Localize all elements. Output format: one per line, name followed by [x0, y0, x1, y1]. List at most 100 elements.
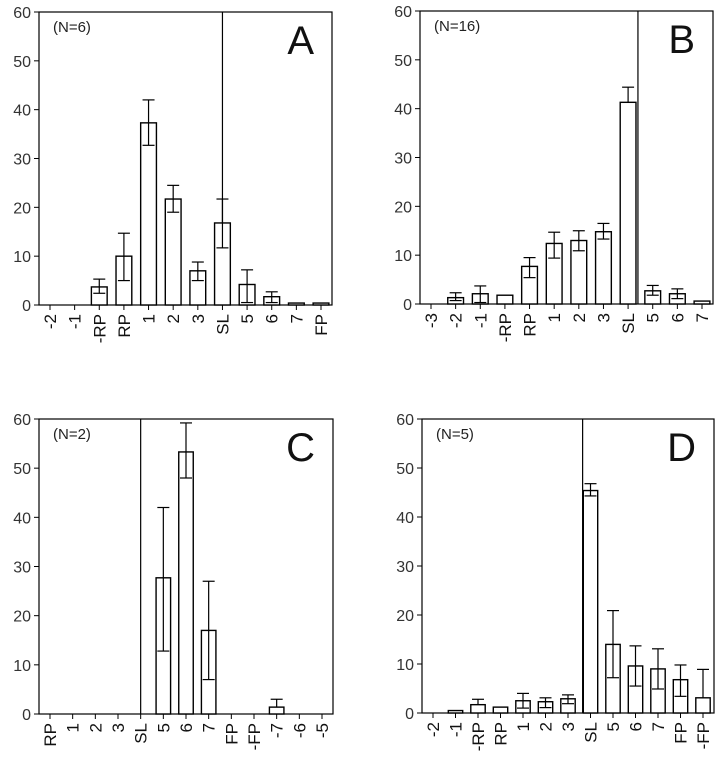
x-tick-label: 1 [140, 314, 159, 323]
y-tick-label: 20 [396, 608, 414, 625]
bar-SL [582, 489, 599, 714]
bar-2 [164, 198, 182, 306]
x-tick-label: 5 [604, 722, 623, 731]
bar-3 [594, 231, 613, 305]
bar--FP [695, 697, 711, 714]
x-tick-label: 5 [644, 313, 663, 322]
y-tick-label: 30 [13, 560, 31, 577]
y-tick-label: 0 [22, 298, 31, 315]
panel-d: 0 10 20 30 40 50 60 -2 -1 -RP RP 1 2 3 SL 5 6 7 FP -FP (N=5)… [396, 412, 715, 751]
x-tick-label: 7 [287, 314, 306, 323]
y-tick-label: 60 [13, 5, 31, 22]
bar-7 [287, 302, 305, 306]
y-tick-label: 40 [13, 103, 31, 120]
x-tick-label: -RP [90, 314, 109, 343]
x-tick-label: 6 [627, 722, 646, 731]
y-tick-label: 10 [13, 249, 31, 266]
x-tick-label: 6 [668, 313, 687, 322]
bar-FP [312, 302, 330, 306]
y-tick-label: 40 [13, 510, 31, 527]
x-tick-label: 1 [64, 723, 83, 732]
panel-label: C [286, 426, 315, 470]
panel-b: 0 10 20 30 40 50 60 -3 -2 -1 -RP RP 1 2 3 SL 5 6 7 (N=16) B [394, 4, 714, 342]
x-tick-label: 3 [559, 722, 578, 731]
y-tick-label: 60 [394, 4, 412, 21]
y-tick-label: 60 [396, 412, 414, 429]
bar--RP [496, 294, 514, 305]
x-tick-label: -6 [290, 723, 309, 738]
y-tick-label: 30 [394, 151, 412, 168]
x-tick-label: -RP [496, 313, 515, 342]
x-tick-label: 5 [154, 723, 173, 732]
sample-size-label: (N=6) [53, 19, 91, 36]
y-tick-label: 30 [13, 152, 31, 169]
x-tick-label: 1 [514, 722, 533, 731]
x-tick-label: -FP [694, 722, 713, 749]
panel-a: 0 10 20 30 40 50 60 -2 -1 -RP RP 1 2 3 SL 5 6 7 FP (N=6) A [13, 5, 333, 343]
x-tick-label: 2 [537, 722, 556, 731]
bar--RP [470, 703, 486, 714]
bar-6 [178, 451, 194, 715]
y-tick-label: 40 [394, 102, 412, 119]
x-tick-label: 7 [649, 722, 668, 731]
x-tick-label: 5 [238, 314, 257, 323]
x-tick-label: -1 [66, 314, 85, 329]
x-tick-label: SL [213, 314, 232, 335]
x-tick-label: -5 [313, 723, 332, 738]
y-tick-label: 0 [22, 707, 31, 724]
x-tick-label: RP [115, 314, 134, 338]
x-tick-label: FP [672, 722, 691, 744]
x-tick-label: -1 [471, 313, 490, 328]
x-tick-label: 3 [594, 313, 613, 322]
x-tick-label: SL [132, 723, 151, 744]
x-tick-label: -2 [41, 314, 60, 329]
bar--1 [447, 709, 464, 714]
x-tick-label: -7 [268, 723, 287, 738]
x-tick-label: 2 [570, 313, 589, 322]
bar--7 [268, 706, 285, 715]
bar-1 [139, 122, 158, 306]
y-tick-label: 10 [396, 657, 414, 674]
sample-size-label: (N=2) [53, 426, 91, 443]
y-tick-label: 30 [396, 559, 414, 576]
bar-SL [619, 101, 637, 305]
bar-RP [492, 706, 509, 714]
panel-label: A [287, 19, 314, 63]
x-tick-label: 1 [545, 313, 564, 322]
x-tick-label: SL [619, 313, 638, 334]
x-tick-label: 7 [693, 313, 712, 322]
y-tick-label: 50 [394, 53, 412, 70]
x-tick-label: -3 [422, 313, 441, 328]
panel-label: D [667, 426, 696, 470]
x-tick-label: SL [582, 722, 601, 743]
y-tick-label: 20 [13, 609, 31, 626]
x-tick-label: 6 [177, 723, 196, 732]
x-tick-label: 3 [109, 723, 128, 732]
x-tick-label: -2 [424, 722, 443, 737]
x-tick-label: -1 [447, 722, 466, 737]
bar-7 [693, 300, 711, 305]
y-tick-label: 10 [13, 658, 31, 675]
x-tick-label: RP [492, 722, 511, 746]
x-tick-label: -FP [245, 723, 264, 750]
y-tick-label: 50 [13, 54, 31, 71]
y-tick-label: 10 [394, 248, 412, 265]
panel-c: 0 10 20 30 40 50 60 RP 1 2 3 SL 5 6 7 FP -FP -7 -6 -5 (N=2) C [13, 412, 334, 750]
x-tick-label: 6 [263, 314, 282, 323]
y-tick-label: 20 [394, 199, 412, 216]
x-tick-label: 2 [164, 314, 183, 323]
y-tick-label: 0 [405, 706, 414, 723]
x-tick-label: 7 [200, 723, 219, 732]
y-tick-label: 0 [403, 297, 412, 314]
y-tick-label: 20 [13, 200, 31, 217]
x-tick-label: FP [222, 723, 241, 745]
y-tick-label: 50 [13, 461, 31, 478]
x-tick-label: RP [41, 723, 60, 747]
x-tick-label: -RP [469, 722, 488, 751]
x-tick-label: RP [521, 313, 540, 337]
x-tick-label: -2 [447, 313, 466, 328]
y-tick-label: 50 [396, 461, 414, 478]
x-tick-label: 2 [86, 723, 105, 732]
x-tick-label: FP [312, 314, 331, 336]
